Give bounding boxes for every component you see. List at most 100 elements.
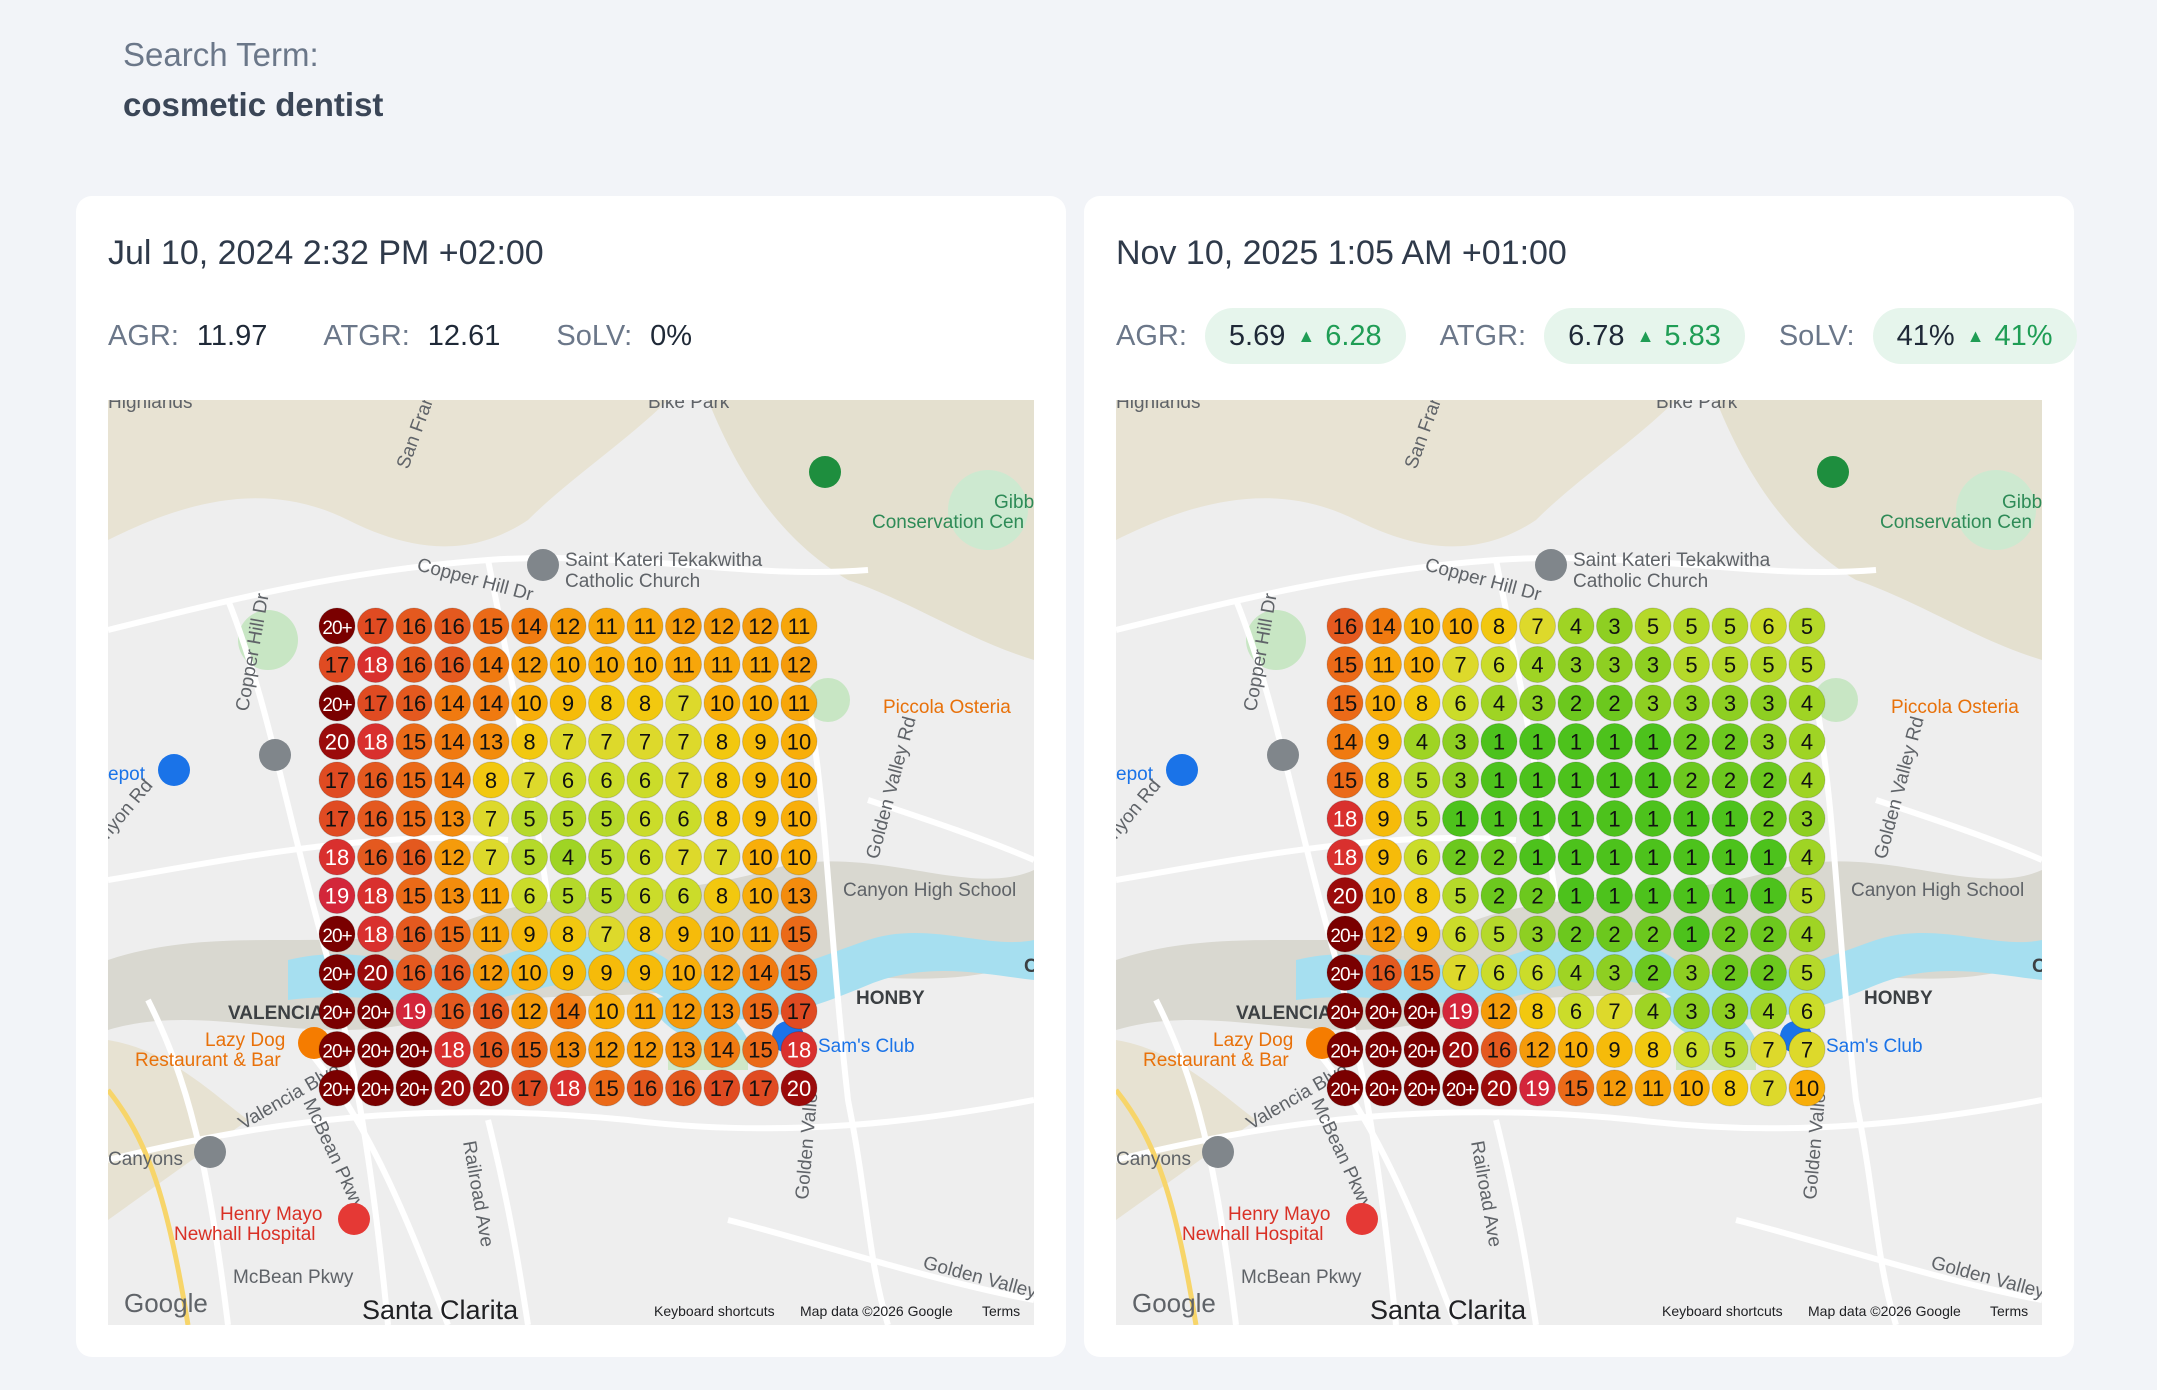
terms-link[interactable]: Terms <box>982 1303 1020 1319</box>
rank-pin[interactable]: 20+ <box>318 954 356 991</box>
rank-pin[interactable]: 5 <box>1673 646 1710 683</box>
rank-pin[interactable]: 20 <box>434 1069 471 1107</box>
rank-pin[interactable]: 6 <box>1442 684 1479 722</box>
rank-pin[interactable]: 11 <box>626 992 664 1030</box>
rank-pin[interactable]: 8 <box>1711 1069 1749 1107</box>
rank-pin[interactable]: 11 <box>1365 646 1402 683</box>
rank-pin[interactable]: 12 <box>588 1031 625 1068</box>
rank-grid-map[interactable]: Highlands Bike Park San Francis Gibb Con… <box>108 400 1034 1325</box>
rank-pin[interactable]: 7 <box>1750 1069 1787 1107</box>
rank-pin[interactable]: 12 <box>434 838 471 876</box>
rank-pin[interactable]: 7 <box>472 800 510 837</box>
rank-pin[interactable]: 5 <box>511 800 548 837</box>
rank-pin[interactable]: 16 <box>1480 1031 1518 1068</box>
rank-pin[interactable]: 10 <box>742 838 779 876</box>
rank-pin[interactable]: 6 <box>626 800 664 837</box>
rank-pin[interactable]: 5 <box>1442 877 1479 914</box>
rank-pin[interactable]: 17 <box>511 1069 548 1107</box>
rank-pin[interactable]: 10 <box>1442 607 1479 645</box>
rank-pin[interactable]: 9 <box>742 800 779 837</box>
rank-pin[interactable]: 8 <box>1403 877 1441 914</box>
rank-pin[interactable]: 2 <box>1596 915 1633 953</box>
rank-pin[interactable]: 14 <box>703 1031 741 1068</box>
rank-pin[interactable]: 16 <box>1326 607 1364 645</box>
rank-pin[interactable]: 2 <box>1673 761 1710 799</box>
rank-pin[interactable]: 2 <box>1711 723 1749 760</box>
rank-pin[interactable]: 16 <box>434 992 471 1030</box>
rank-pin[interactable]: 12 <box>665 992 702 1030</box>
rank-pin[interactable]: 7 <box>665 838 702 876</box>
rank-pin[interactable]: 7 <box>626 723 664 760</box>
rank-pin[interactable]: 10 <box>780 723 818 760</box>
rank-pin[interactable]: 1 <box>1557 838 1595 876</box>
rank-pin[interactable]: 1 <box>1634 838 1672 876</box>
rank-pin[interactable]: 2 <box>1750 915 1787 953</box>
rank-pin[interactable]: 1 <box>1596 838 1633 876</box>
rank-pin[interactable]: 16 <box>434 954 471 991</box>
rank-pin[interactable]: 8 <box>549 915 587 953</box>
rank-pin[interactable]: 4 <box>1557 954 1595 991</box>
rank-pin[interactable]: 9 <box>549 954 587 991</box>
rank-pin[interactable]: 15 <box>434 915 471 953</box>
rank-pin[interactable]: 18 <box>357 915 394 953</box>
rank-pin[interactable]: 8 <box>1365 761 1402 799</box>
rank-pin[interactable]: 7 <box>1596 992 1633 1030</box>
rank-pin[interactable]: 10 <box>703 684 741 722</box>
rank-pin[interactable]: 10 <box>742 684 779 722</box>
rank-pin[interactable]: 14 <box>434 723 471 760</box>
rank-pin[interactable]: 10 <box>742 877 779 914</box>
rank-pin[interactable]: 12 <box>511 992 548 1030</box>
rank-pin[interactable]: 16 <box>357 761 394 799</box>
rank-pin[interactable]: 13 <box>703 992 741 1030</box>
rank-pin[interactable]: 10 <box>588 992 625 1030</box>
rank-pin[interactable]: 3 <box>1750 723 1787 760</box>
rank-pin[interactable]: 1 <box>1557 723 1595 760</box>
rank-pin[interactable]: 7 <box>703 838 741 876</box>
rank-pin[interactable]: 13 <box>549 1031 587 1068</box>
rank-pin[interactable]: 7 <box>1442 954 1479 991</box>
rank-pin[interactable]: 18 <box>1326 838 1364 876</box>
rank-pin[interactable]: 20+ <box>357 1069 394 1107</box>
rank-pin[interactable]: 8 <box>1403 684 1441 722</box>
rank-pin[interactable]: 5 <box>588 838 625 876</box>
rank-pin[interactable]: 10 <box>780 800 818 837</box>
rank-pin[interactable]: 3 <box>1557 646 1595 683</box>
rank-pin[interactable]: 8 <box>511 723 548 760</box>
rank-pin[interactable]: 4 <box>1403 723 1441 760</box>
rank-pin[interactable]: 10 <box>1673 1069 1710 1107</box>
rank-pin[interactable]: 16 <box>395 954 433 991</box>
rank-pin[interactable]: 5 <box>1403 761 1441 799</box>
rank-pin[interactable]: 8 <box>626 915 664 953</box>
rank-pin[interactable]: 10 <box>1365 877 1402 914</box>
rank-pin[interactable]: 2 <box>1634 915 1672 953</box>
rank-pin[interactable]: 18 <box>1326 800 1364 837</box>
rank-pin[interactable]: 20+ <box>1365 1031 1402 1068</box>
rank-pin[interactable]: 4 <box>1557 607 1595 645</box>
rank-pin[interactable]: 11 <box>472 877 510 914</box>
rank-pin[interactable]: 8 <box>1519 992 1556 1030</box>
rank-pin[interactable]: 2 <box>1596 684 1633 722</box>
rank-pin[interactable]: 7 <box>1519 607 1556 645</box>
rank-pin[interactable]: 1 <box>1596 761 1633 799</box>
rank-pin[interactable]: 9 <box>588 954 625 991</box>
rank-pin[interactable]: 8 <box>703 761 741 799</box>
rank-pin[interactable]: 14 <box>472 646 510 683</box>
rank-pin[interactable]: 10 <box>1557 1031 1595 1068</box>
rank-pin[interactable]: 10 <box>1365 684 1402 722</box>
rank-pin[interactable]: 3 <box>1634 684 1672 722</box>
rank-pin[interactable]: 5 <box>549 877 587 914</box>
rank-pin[interactable]: 2 <box>1711 954 1749 991</box>
rank-pin[interactable]: 11 <box>742 646 779 683</box>
rank-pin[interactable]: 3 <box>1711 992 1749 1030</box>
rank-pin[interactable]: 7 <box>588 723 625 760</box>
rank-pin[interactable]: 4 <box>1788 761 1826 799</box>
rank-pin[interactable]: 4 <box>1788 838 1826 876</box>
rank-pin[interactable]: 6 <box>1480 646 1518 683</box>
rank-pin[interactable]: 2 <box>1673 723 1710 760</box>
rank-pin[interactable]: 12 <box>703 954 741 991</box>
rank-pin[interactable]: 13 <box>434 877 471 914</box>
rank-pin[interactable]: 20+ <box>395 1069 433 1107</box>
rank-pin[interactable]: 19 <box>1519 1069 1556 1107</box>
rank-pin[interactable]: 6 <box>1788 992 1826 1030</box>
rank-pin[interactable]: 16 <box>434 646 471 683</box>
